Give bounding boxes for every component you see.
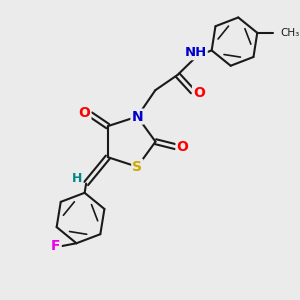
- Text: H: H: [72, 172, 83, 185]
- Text: CH₃: CH₃: [280, 28, 300, 38]
- Text: O: O: [79, 106, 90, 120]
- Text: O: O: [176, 140, 188, 154]
- Text: NH: NH: [184, 46, 207, 59]
- Text: N: N: [131, 110, 143, 124]
- Text: O: O: [193, 86, 205, 100]
- Text: F: F: [51, 239, 61, 253]
- Text: S: S: [132, 160, 142, 174]
